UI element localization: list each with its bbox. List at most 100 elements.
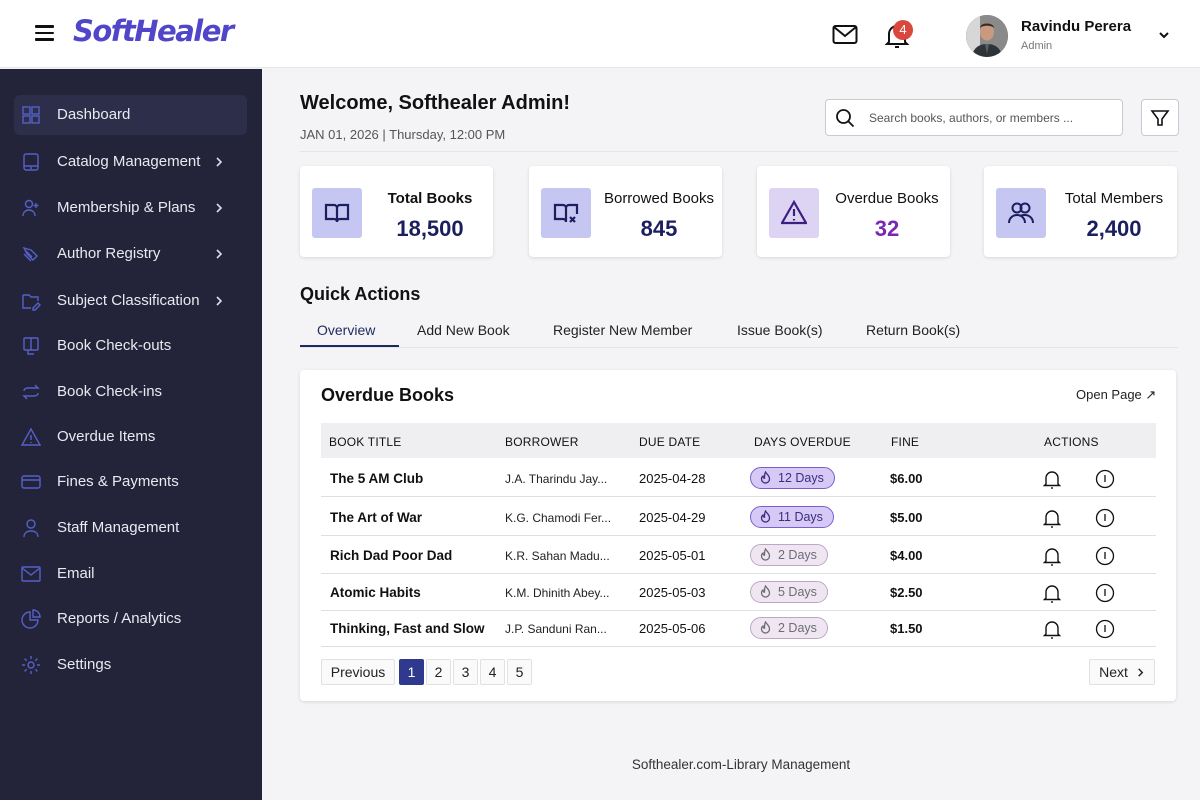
search-input[interactable] <box>869 108 1114 128</box>
tab-register-new-member[interactable]: Register New Member <box>553 322 693 338</box>
mail-icon[interactable] <box>832 24 858 46</box>
send-reminder-bell-icon[interactable] <box>1043 583 1061 603</box>
page-button-3[interactable]: 3 <box>453 659 478 685</box>
tablet-icon <box>23 153 39 171</box>
info-icon[interactable] <box>1095 619 1115 639</box>
stat-card-total-members: Total Members 2,400 <box>984 166 1177 257</box>
sidebar-item-dashboard[interactable]: Dashboard <box>14 95 247 135</box>
table-row[interactable]: Thinking, Fast and Slow J.P. Sanduni Ran… <box>321 610 1156 647</box>
pen-icon <box>22 246 38 262</box>
sidebar-item-settings[interactable]: Settings <box>14 645 247 685</box>
info-icon[interactable] <box>1095 583 1115 603</box>
info-icon[interactable] <box>1095 546 1115 566</box>
search-box <box>825 99 1123 136</box>
sidebar-item-label: Reports / Analytics <box>57 610 182 627</box>
flame-icon <box>760 621 771 634</box>
chevron-right-icon <box>216 249 223 259</box>
search-icon[interactable] <box>835 108 855 128</box>
sidebar-item-label: Fines & Payments <box>57 473 179 490</box>
menu-toggle-icon[interactable] <box>35 25 54 41</box>
sidebar-item-label: Settings <box>57 656 112 673</box>
info-icon[interactable] <box>1095 469 1115 489</box>
next-page-button[interactable]: Next <box>1089 659 1155 685</box>
stat-label: Overdue Books <box>835 190 939 207</box>
fine-amount: $2.50 <box>890 585 923 600</box>
table-row[interactable]: The Art of War K.G. Chamodi Fer... 2025-… <box>321 499 1156 536</box>
page-button-4[interactable]: 4 <box>480 659 505 685</box>
sidebar-item-email[interactable]: Email <box>14 554 247 594</box>
sidebar-item-author-registry[interactable]: Author Registry <box>14 234 247 274</box>
warning-icon <box>781 200 807 225</box>
user-name[interactable]: Ravindu Perera <box>1021 18 1132 35</box>
stat-value: 845 <box>640 216 678 241</box>
notification-badge: 4 <box>893 20 913 40</box>
page-button-5[interactable]: 5 <box>507 659 532 685</box>
sidebar-item-label: Email <box>57 565 95 582</box>
tab-return-books[interactable]: Return Book(s) <box>866 322 961 338</box>
folder-edit-icon <box>22 294 41 311</box>
column-header[interactable]: FINE <box>891 435 920 449</box>
sidebar-item-subject-classification[interactable]: Subject Classification <box>14 281 247 321</box>
section-title-quick-actions: Quick Actions <box>300 284 421 304</box>
user-role: Admin <box>1021 40 1053 52</box>
page-title: Welcome, Softhealer Admin! <box>300 92 571 114</box>
stat-label: Total Members <box>1064 190 1164 207</box>
filter-icon <box>1150 110 1170 126</box>
sidebar-item-catalog-management[interactable]: Catalog Management <box>14 142 247 182</box>
table-row[interactable]: Atomic Habits K.M. Dhinith Abey... 2025-… <box>321 574 1156 611</box>
sidebar-item-book-check-ins[interactable]: Book Check-ins <box>14 372 247 412</box>
column-header[interactable]: BOOK TITLE <box>329 435 402 449</box>
user-plus-icon <box>22 199 39 217</box>
pie-chart-icon <box>21 609 41 629</box>
credit-card-icon <box>21 475 41 489</box>
days-overdue-badge: 2 Days <box>750 544 828 566</box>
days-overdue-badge: 11 Days <box>750 506 834 528</box>
table-row[interactable]: Rich Dad Poor Dad K.R. Sahan Madu... 202… <box>321 537 1156 574</box>
tab-issue-books[interactable]: Issue Book(s) <box>737 322 823 338</box>
previous-page-button[interactable]: Previous <box>321 659 395 685</box>
column-header[interactable]: BORROWER <box>505 435 579 449</box>
sidebar-item-book-check-outs[interactable]: Book Check-outs <box>14 326 247 366</box>
fine-amount: $5.00 <box>890 510 923 525</box>
tab-add-new-book[interactable]: Add New Book <box>417 322 510 338</box>
table-row[interactable]: The 5 AM Club J.A. Tharindu Jay... 2025-… <box>321 460 1156 497</box>
sidebar-item-staff-management[interactable]: Staff Management <box>14 508 247 548</box>
page-button-2[interactable]: 2 <box>426 659 451 685</box>
sidebar-item-label: Overdue Items <box>57 428 156 445</box>
sidebar: Dashboard Catalog Management Membership … <box>0 69 262 800</box>
column-header[interactable]: DAYS OVERDUE <box>754 435 851 449</box>
avatar[interactable] <box>966 15 1008 57</box>
gear-icon <box>22 656 40 674</box>
stat-label: Borrowed Books <box>603 190 715 207</box>
tab-overview[interactable]: Overview <box>317 322 376 338</box>
filter-button[interactable] <box>1141 99 1179 136</box>
send-reminder-bell-icon[interactable] <box>1043 508 1061 528</box>
send-reminder-bell-icon[interactable] <box>1043 469 1061 489</box>
book-out-icon <box>23 337 39 355</box>
column-header[interactable]: DUE DATE <box>639 435 701 449</box>
panel-title: Overdue Books <box>321 385 455 405</box>
sidebar-item-fines-payments[interactable]: Fines & Payments <box>14 462 247 502</box>
open-page-link[interactable]: Open Page ↗ <box>1076 387 1157 402</box>
sidebar-item-label: Membership & Plans <box>57 199 196 216</box>
book-x-icon <box>553 203 579 223</box>
user-icon <box>23 519 39 538</box>
sidebar-item-membership-plans[interactable]: Membership & Plans <box>14 188 247 228</box>
sidebar-item-label: Book Check-outs <box>57 337 172 354</box>
send-reminder-bell-icon[interactable] <box>1043 546 1061 566</box>
stat-card-overdue-books: Overdue Books 32 <box>757 166 950 257</box>
sidebar-item-label: Staff Management <box>57 519 180 536</box>
app-logo[interactable]: SoftHealer <box>73 14 234 48</box>
info-icon[interactable] <box>1095 508 1115 528</box>
page-button-1[interactable]: 1 <box>399 659 424 685</box>
flame-icon <box>760 585 771 598</box>
due-date: 2025-04-28 <box>639 471 706 486</box>
book-title: Thinking, Fast and Slow <box>330 621 485 636</box>
footer-text: Softhealer.com-Library Management <box>631 757 851 772</box>
sidebar-item-reports-analytics[interactable]: Reports / Analytics <box>14 599 247 639</box>
chevron-down-icon[interactable] <box>1157 28 1171 42</box>
send-reminder-bell-icon[interactable] <box>1043 619 1061 639</box>
sidebar-item-label: Subject Classification <box>57 292 200 309</box>
sidebar-item-overdue-items[interactable]: Overdue Items <box>14 417 247 457</box>
borrower-name: K.R. Sahan Madu... <box>505 549 610 563</box>
